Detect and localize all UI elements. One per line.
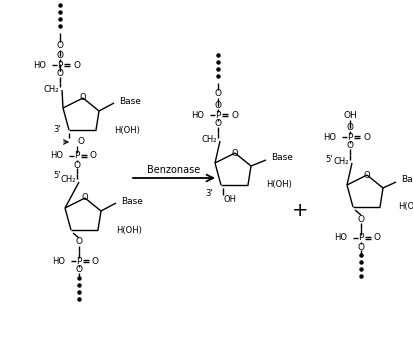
Text: OH: OH: [343, 111, 357, 120]
Text: O: O: [214, 90, 221, 99]
Text: O: O: [347, 141, 354, 150]
Text: O: O: [57, 41, 64, 50]
Text: P: P: [57, 60, 63, 69]
Text: O: O: [358, 243, 365, 252]
Text: P: P: [215, 111, 221, 120]
Text: H(OH): H(OH): [114, 126, 140, 135]
Text: HO: HO: [191, 111, 204, 120]
Text: O: O: [80, 94, 86, 103]
Text: 3': 3': [53, 126, 61, 135]
Text: 5': 5': [325, 156, 333, 165]
Text: HO: HO: [334, 234, 347, 243]
Text: O: O: [358, 215, 365, 224]
Text: H(OH): H(OH): [116, 225, 142, 234]
Text: HO: HO: [50, 152, 63, 161]
Text: O: O: [214, 102, 221, 111]
Text: Base: Base: [401, 175, 413, 184]
Text: H(OH): H(OH): [266, 180, 292, 189]
Text: HO: HO: [33, 60, 46, 69]
Text: O: O: [74, 161, 81, 170]
Text: O: O: [73, 60, 80, 69]
Text: CH₂: CH₂: [202, 135, 217, 144]
Text: Benzonase: Benzonase: [147, 165, 201, 175]
Text: 3': 3': [205, 189, 213, 198]
Text: O: O: [90, 152, 97, 161]
Text: Base: Base: [119, 96, 141, 105]
Text: O: O: [92, 256, 99, 266]
Text: Base: Base: [271, 153, 293, 162]
Text: 5': 5': [54, 171, 61, 180]
Text: O: O: [364, 171, 370, 180]
Text: O: O: [77, 138, 84, 147]
Text: O: O: [57, 51, 64, 60]
Text: H(OH): H(OH): [398, 202, 413, 211]
Text: O: O: [214, 120, 221, 129]
Text: P: P: [74, 152, 80, 161]
Text: P: P: [76, 256, 82, 266]
Text: O: O: [363, 132, 370, 141]
Text: CH₂: CH₂: [60, 175, 76, 184]
Text: OH: OH: [223, 194, 236, 203]
Text: P: P: [347, 132, 353, 141]
Text: Base: Base: [121, 197, 143, 206]
Text: P: P: [358, 234, 364, 243]
Text: HO: HO: [52, 256, 65, 266]
Text: O: O: [76, 238, 83, 247]
Text: HO: HO: [323, 132, 336, 141]
Text: O: O: [57, 69, 64, 78]
Text: O: O: [76, 266, 83, 274]
Text: +: +: [292, 201, 308, 220]
Text: O: O: [232, 148, 238, 158]
Text: O: O: [347, 123, 354, 132]
Text: CH₂: CH₂: [43, 85, 59, 94]
Text: O: O: [374, 234, 381, 243]
Text: CH₂: CH₂: [334, 157, 349, 166]
Text: O: O: [82, 194, 88, 202]
Text: O: O: [231, 111, 238, 120]
